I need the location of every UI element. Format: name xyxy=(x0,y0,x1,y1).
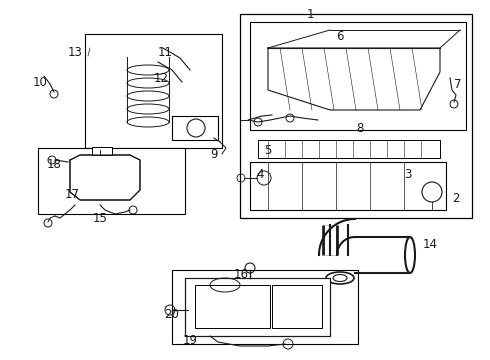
Text: 8: 8 xyxy=(356,122,364,135)
Text: 17: 17 xyxy=(65,188,79,201)
Text: 9: 9 xyxy=(210,148,218,161)
Bar xyxy=(272,285,322,328)
Bar xyxy=(38,148,185,214)
Text: 14: 14 xyxy=(422,238,438,251)
Text: 6: 6 xyxy=(336,30,344,43)
Bar xyxy=(172,116,218,140)
Text: 7: 7 xyxy=(454,78,462,91)
Text: 1: 1 xyxy=(306,8,314,21)
Bar xyxy=(250,22,466,130)
Text: 20: 20 xyxy=(165,308,179,321)
Text: 19: 19 xyxy=(182,334,197,347)
Text: 3: 3 xyxy=(404,168,412,181)
Text: 15: 15 xyxy=(93,212,107,225)
Bar xyxy=(172,270,358,344)
Text: 12: 12 xyxy=(153,72,169,85)
Text: 4: 4 xyxy=(256,168,264,181)
Text: 5: 5 xyxy=(264,144,271,157)
Text: 11: 11 xyxy=(157,46,172,59)
Polygon shape xyxy=(70,155,140,200)
Bar xyxy=(85,34,222,148)
Bar xyxy=(195,285,270,328)
Text: 16: 16 xyxy=(234,268,248,281)
Text: 18: 18 xyxy=(47,158,61,171)
Text: 2: 2 xyxy=(452,192,460,205)
Bar xyxy=(240,14,472,218)
Polygon shape xyxy=(185,278,330,336)
Bar xyxy=(250,162,446,210)
Text: 13: 13 xyxy=(68,46,82,59)
Bar xyxy=(258,140,440,158)
Text: 10: 10 xyxy=(32,76,48,89)
Bar xyxy=(92,147,112,155)
